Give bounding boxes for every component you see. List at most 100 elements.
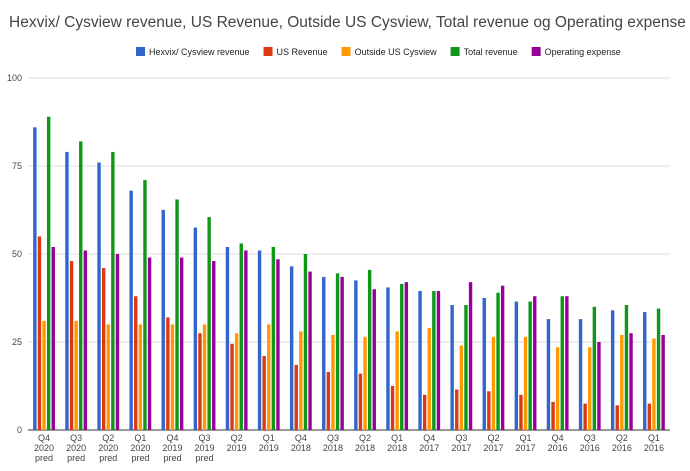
x-tick-label: pred xyxy=(35,453,53,463)
bar xyxy=(523,336,528,430)
x-tick-label: Q4 xyxy=(423,433,435,443)
legend-label: Hexvix/ Cysview revenue xyxy=(149,47,250,57)
legend-swatch xyxy=(450,47,460,56)
legend-swatch xyxy=(341,47,351,56)
bars xyxy=(33,116,665,431)
bar xyxy=(166,317,170,430)
x-tick-label: 2018 xyxy=(355,443,375,453)
bar xyxy=(418,290,422,430)
bar xyxy=(551,401,555,430)
x-tick-label: Q3 xyxy=(584,433,596,443)
bar xyxy=(33,127,37,430)
legend-label: US Revenue xyxy=(277,47,328,57)
bar xyxy=(79,141,83,431)
bar xyxy=(372,289,376,430)
bar xyxy=(335,273,340,430)
bar xyxy=(271,246,276,430)
x-tick-label: Q1 xyxy=(391,433,403,443)
bar xyxy=(514,301,519,430)
bar xyxy=(422,394,427,430)
bar xyxy=(354,280,358,430)
x-tick-label: 2018 xyxy=(387,443,407,453)
bar xyxy=(65,151,69,431)
x-tick-label: 2016 xyxy=(548,443,568,453)
bar xyxy=(42,320,46,430)
bar xyxy=(588,347,592,430)
x-tick-label: 2016 xyxy=(612,443,632,453)
bar xyxy=(161,210,165,430)
x-tick-label: 2018 xyxy=(291,443,311,453)
bar xyxy=(37,236,42,430)
bar xyxy=(592,306,597,430)
bar xyxy=(500,285,505,430)
bar xyxy=(202,324,207,430)
x-tick-label: Q1 xyxy=(134,433,146,443)
bar xyxy=(276,259,280,430)
x-tick-label: pred xyxy=(67,453,85,463)
bar xyxy=(432,290,436,430)
bar xyxy=(106,324,110,430)
x-tick-label: Q1 xyxy=(263,433,275,443)
x-tick-label: Q3 xyxy=(199,433,211,443)
chart-title: Hexvix/ Cysview revenue, US Revenue, Out… xyxy=(9,14,686,31)
x-tick-label: Q2 xyxy=(616,433,628,443)
bar xyxy=(404,282,409,430)
bar xyxy=(624,305,629,430)
bar xyxy=(134,296,138,430)
bar xyxy=(400,283,404,430)
bar xyxy=(170,324,175,430)
legend-swatch xyxy=(531,47,541,56)
x-tick-label: Q2 xyxy=(231,433,243,443)
bar xyxy=(267,324,271,430)
gridlines xyxy=(28,77,670,431)
x-tick-label: 2019 xyxy=(227,443,247,453)
bar xyxy=(597,342,601,430)
bar xyxy=(436,290,441,430)
bar xyxy=(386,287,390,430)
bar xyxy=(193,227,198,430)
x-tick-label: Q3 xyxy=(455,433,467,443)
x-tick-label: Q4 xyxy=(295,433,307,443)
bar xyxy=(69,261,74,430)
bar xyxy=(459,345,464,430)
x-tick-label: 2019 xyxy=(195,443,215,453)
bar xyxy=(615,405,619,430)
bar xyxy=(647,403,652,430)
x-tick-label: pred xyxy=(196,453,214,463)
bar xyxy=(239,243,243,430)
bar xyxy=(468,282,473,430)
x-tick-label: 2018 xyxy=(323,443,343,453)
bar xyxy=(308,271,312,430)
y-tick-label: 0 xyxy=(17,425,22,435)
x-tick-label: 2017 xyxy=(451,443,471,453)
bar xyxy=(620,334,624,430)
bar xyxy=(583,403,587,430)
legend: Hexvix/ Cysview revenue US Revenue Outside… xyxy=(136,47,621,57)
bar xyxy=(565,296,569,430)
x-tick-label: Q2 xyxy=(487,433,499,443)
bar xyxy=(143,180,147,430)
legend-label: Total revenue xyxy=(464,47,518,57)
y-tick-label: 75 xyxy=(12,161,22,171)
x-tick-label: 2019 xyxy=(162,443,182,453)
x-tick-label: pred xyxy=(131,453,149,463)
bar xyxy=(578,319,583,430)
bar xyxy=(111,151,115,431)
bar xyxy=(546,319,551,430)
x-tick-label: 2016 xyxy=(644,443,664,453)
bar xyxy=(262,356,266,430)
x-tick-label: pred xyxy=(99,453,117,463)
bar xyxy=(450,305,454,430)
bar xyxy=(367,269,372,430)
bar xyxy=(491,336,496,430)
bar xyxy=(212,261,216,430)
bar xyxy=(464,305,468,430)
x-tick-label: Q4 xyxy=(166,433,178,443)
bar xyxy=(129,190,133,430)
bar xyxy=(303,254,308,430)
bar xyxy=(661,334,665,430)
x-tick-label: Q4 xyxy=(552,433,564,443)
x-tick-label: Q3 xyxy=(70,433,82,443)
bar xyxy=(198,333,202,430)
bar xyxy=(179,257,184,430)
